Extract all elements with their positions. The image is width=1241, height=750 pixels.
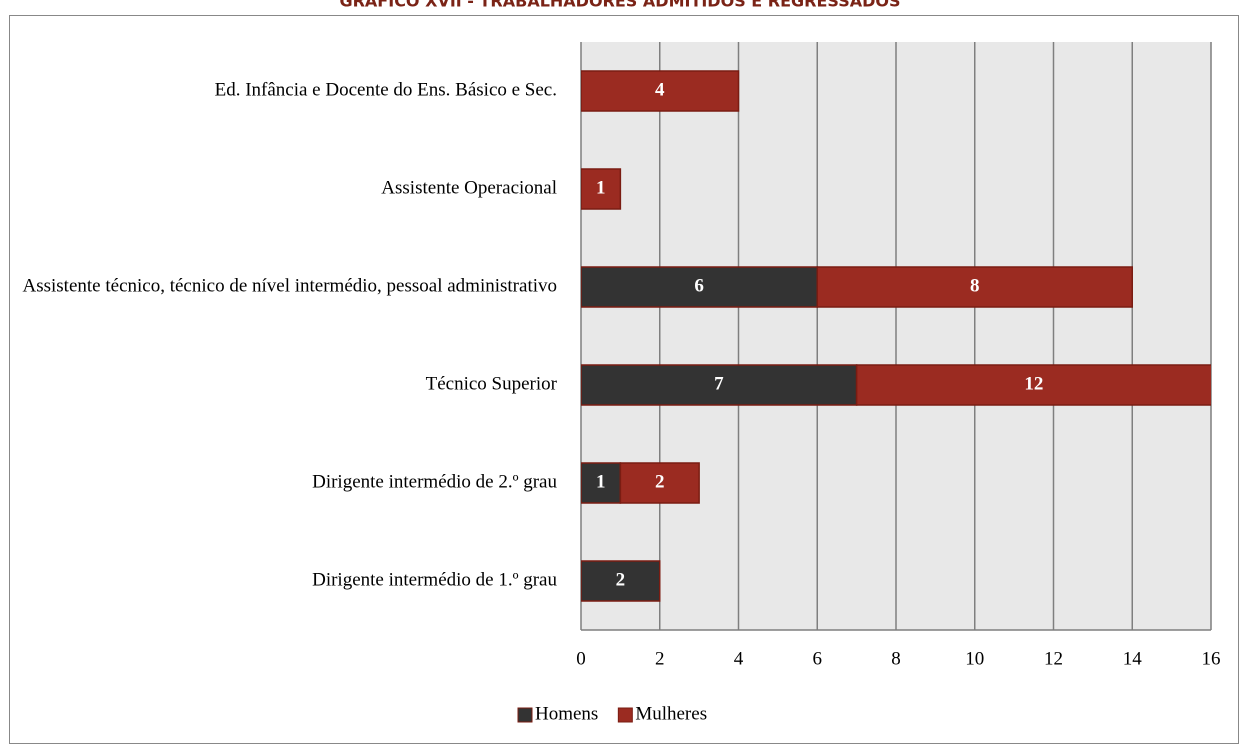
x-tick-label: 0 <box>576 648 586 669</box>
value-label: 4 <box>655 79 665 100</box>
y-tick-label: Técnico Superior <box>426 373 558 394</box>
value-label: 8 <box>970 275 980 296</box>
bar <box>816 266 1133 308</box>
bar <box>581 266 818 308</box>
y-tick-label: Dirigente intermédio de 2.º grau <box>312 471 557 492</box>
y-tick-label: Ed. Infância e Docente do Ens. Básico e … <box>215 79 557 100</box>
y-tick-label: Assistente técnico, técnico de nível int… <box>23 275 558 296</box>
legend-label: Mulheres <box>635 703 707 724</box>
bars <box>581 70 1211 602</box>
value-label: 2 <box>616 569 626 590</box>
value-label: 2 <box>655 471 665 492</box>
value-labels: 416 87 121 22 <box>596 79 1043 590</box>
x-tick-label: 2 <box>655 648 665 669</box>
y-tick-label: Assistente Operacional <box>381 177 557 198</box>
legend-swatch <box>517 707 533 723</box>
y-tick-label: Dirigente intermédio de 1.º grau <box>312 569 557 590</box>
bar <box>619 462 700 504</box>
x-tick-label: 10 <box>965 648 984 669</box>
x-tick-label: 6 <box>813 648 823 669</box>
x-tick-label: 16 <box>1202 648 1221 669</box>
value-label: 1 <box>596 177 606 198</box>
value-label: 1 <box>596 471 606 492</box>
value-label: 6 <box>694 275 704 296</box>
chart-title: GRÁFICO XVII - TRABALHADORES ADMITIDOS E… <box>339 0 900 11</box>
legend-label: Homens <box>535 703 598 724</box>
value-label: 12 <box>1024 373 1043 394</box>
x-tick-label: 12 <box>1044 648 1063 669</box>
bar <box>581 168 622 210</box>
legend-swatch <box>617 707 633 723</box>
bar <box>855 364 1211 406</box>
x-tick-label: 4 <box>734 648 744 669</box>
bar <box>581 70 740 112</box>
x-tick-label: 8 <box>891 648 901 669</box>
bar <box>581 560 661 602</box>
bar <box>581 364 858 406</box>
x-tick-label: 14 <box>1123 648 1143 669</box>
value-label: 7 <box>714 373 724 394</box>
